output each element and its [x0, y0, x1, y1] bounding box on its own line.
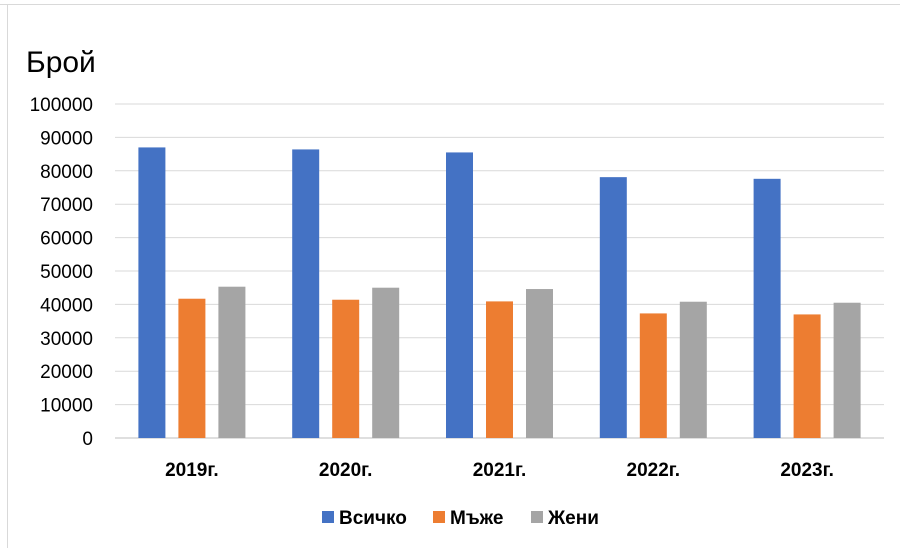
- legend-label: Мъже: [450, 508, 503, 529]
- bar-men: [486, 301, 513, 438]
- x-tick-label: 2022г.: [627, 460, 681, 481]
- legend-swatch: [433, 511, 445, 523]
- frame-top-border: [0, 4, 900, 5]
- x-tick-label: 2023г.: [780, 460, 834, 481]
- bar-women: [218, 286, 246, 438]
- y-axis-title: Брой: [26, 46, 96, 79]
- bar-women: [833, 302, 861, 438]
- bar-men: [793, 314, 821, 438]
- y-tick-label: 30000: [40, 329, 93, 350]
- x-tick-label: 2021г.: [473, 460, 527, 481]
- bar-men: [639, 313, 667, 438]
- bar-total: [292, 149, 320, 438]
- y-tick-label: 20000: [40, 362, 93, 383]
- x-tick-label: 2019г.: [165, 460, 219, 481]
- bar-men: [332, 299, 360, 438]
- bars: [138, 147, 861, 439]
- legend-label: Жени: [547, 508, 599, 529]
- bar-women: [526, 289, 553, 438]
- bar-women: [372, 287, 400, 438]
- x-axis-ticks: 2019г. 2020г. 2021г. 2022г. 2023г.: [165, 460, 834, 481]
- y-tick-label: 100000: [30, 95, 93, 116]
- y-tick-label: 0: [82, 429, 93, 450]
- legend-swatch: [322, 511, 334, 523]
- legend-swatch: [531, 511, 543, 523]
- y-tick-label: 70000: [40, 195, 93, 216]
- x-tick-label: 2020г.: [319, 460, 373, 481]
- bar-total: [446, 152, 473, 438]
- y-tick-label: 10000: [40, 396, 93, 417]
- legend-label: Всичко: [339, 508, 407, 529]
- y-tick-label: 90000: [40, 128, 93, 149]
- bar-total: [138, 147, 166, 439]
- bar-men: [178, 298, 206, 438]
- y-tick-label: 60000: [40, 229, 93, 250]
- y-tick-label: 80000: [40, 162, 93, 183]
- bar-women: [679, 301, 707, 438]
- y-axis-ticks: 0 10000 20000 30000 40000 50000 60000 70000 8000…: [30, 95, 93, 450]
- frame-left-border: [7, 4, 8, 548]
- bar-total: [753, 178, 781, 439]
- y-tick-label: 40000: [40, 295, 93, 316]
- bar-total: [599, 177, 627, 438]
- legend: Всичко Мъже Жени: [322, 508, 599, 529]
- y-tick-label: 50000: [40, 262, 93, 283]
